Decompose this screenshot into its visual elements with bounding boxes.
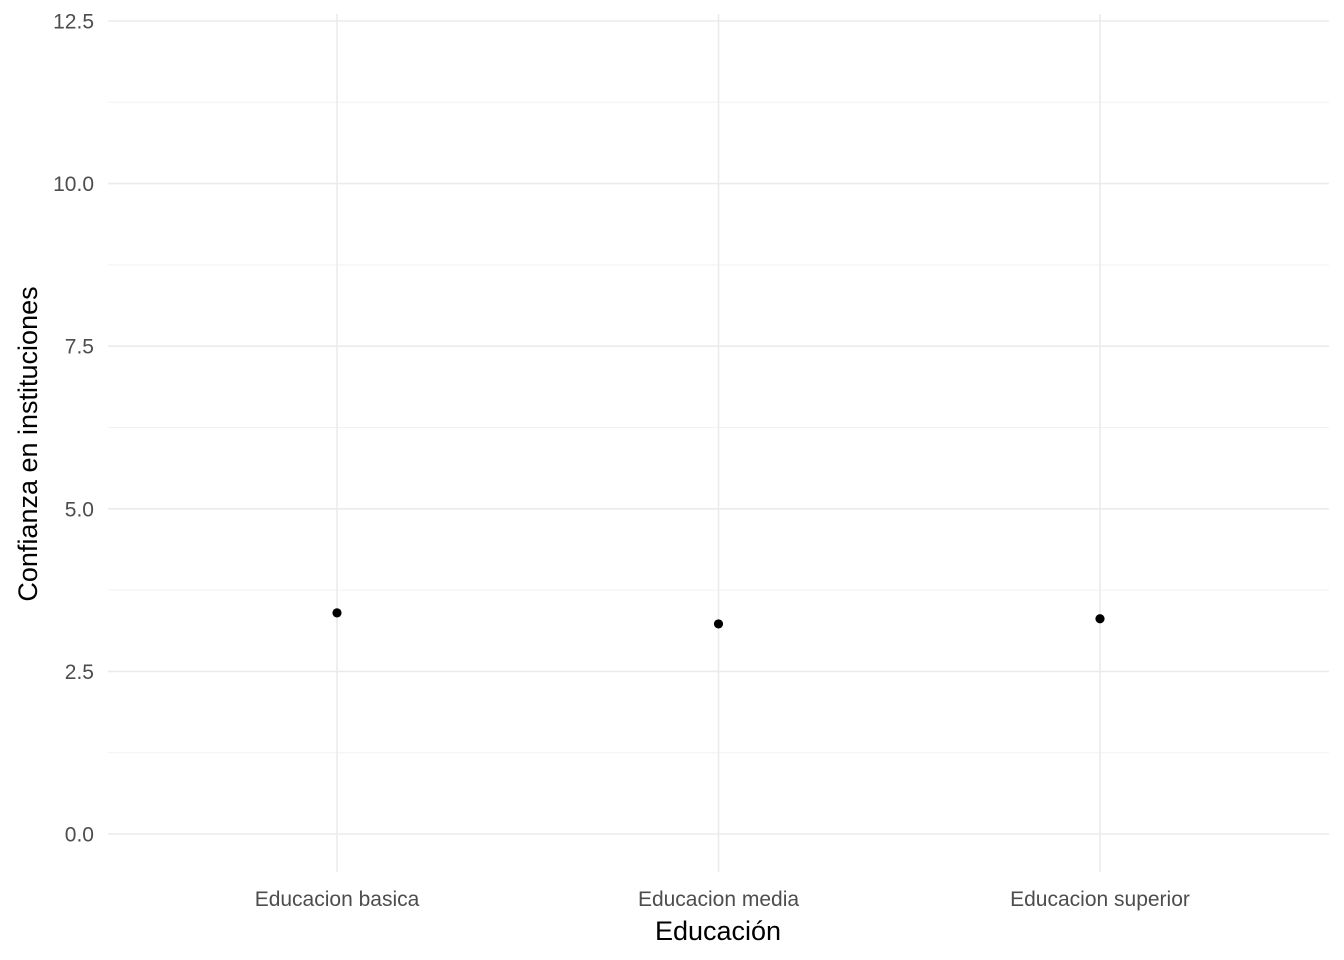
y-tick-label: 12.5 bbox=[53, 11, 94, 34]
y-tick-label: 7.5 bbox=[65, 336, 94, 359]
data-point bbox=[1095, 614, 1105, 624]
y-tick-label: 2.5 bbox=[65, 661, 94, 684]
x-axis-title: Educación bbox=[655, 916, 781, 946]
data-point bbox=[713, 619, 724, 629]
y-tick-label: 0.0 bbox=[65, 824, 94, 847]
data-point bbox=[332, 608, 342, 618]
y-tick-label: 10.0 bbox=[53, 173, 94, 196]
grid-layer bbox=[108, 14, 1329, 872]
y-axis-ticks: 0.0 2.5 5.0 7.5 10.0 12.5 bbox=[53, 11, 94, 847]
x-tick-label: Educacion media bbox=[638, 888, 799, 911]
x-axis-ticks: Educacion basica Educacion media Educacion… bbox=[255, 888, 1190, 911]
x-tick-label: Educacion basica bbox=[255, 888, 420, 911]
y-tick-label: 5.0 bbox=[65, 498, 94, 521]
points-layer bbox=[332, 608, 1105, 629]
x-tick-label: Educacion superior bbox=[1010, 888, 1190, 911]
y-axis-title: Confianza en instituciones bbox=[13, 286, 43, 601]
